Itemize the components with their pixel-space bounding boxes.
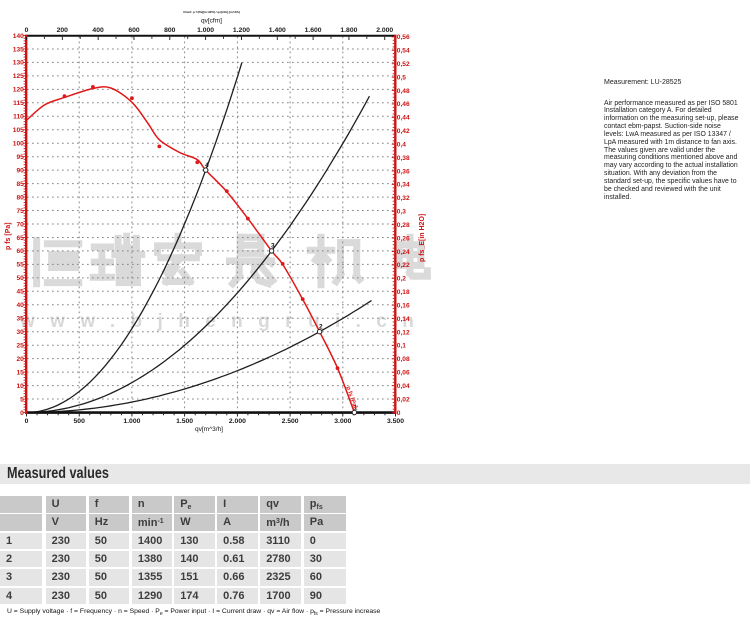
svg-text:p fs [Pa]: p fs [Pa] bbox=[5, 222, 12, 250]
svg-text:95: 95 bbox=[16, 154, 24, 161]
svg-text:0,48: 0,48 bbox=[397, 88, 410, 95]
svg-text:0,38: 0,38 bbox=[397, 155, 410, 162]
svg-text:1.600: 1.600 bbox=[305, 27, 322, 34]
svg-text:120: 120 bbox=[13, 87, 24, 94]
svg-text:0,46: 0,46 bbox=[397, 101, 410, 108]
svg-text:0,28: 0,28 bbox=[397, 222, 410, 229]
svg-text:0,18: 0,18 bbox=[397, 289, 410, 296]
svg-text:10: 10 bbox=[16, 383, 24, 390]
svg-text:0,4: 0,4 bbox=[397, 142, 406, 149]
svg-text:500: 500 bbox=[74, 418, 86, 425]
svg-text:1.200: 1.200 bbox=[233, 27, 250, 34]
svg-text:60: 60 bbox=[16, 248, 24, 255]
svg-text:70: 70 bbox=[16, 221, 24, 228]
svg-text:2: 2 bbox=[319, 324, 323, 331]
svg-text:4: 4 bbox=[205, 162, 209, 169]
svg-text:35: 35 bbox=[16, 316, 24, 323]
svg-text:www.bjhengrui.cn: www.bjhengrui.cn bbox=[19, 311, 429, 332]
svg-text:0,42: 0,42 bbox=[397, 128, 410, 135]
svg-text:p fs_E[in H2O]: p fs_E[in H2O] bbox=[419, 214, 426, 262]
svg-text:0,52: 0,52 bbox=[397, 61, 410, 68]
svg-text:0,14: 0,14 bbox=[397, 316, 410, 323]
svg-text:0,02: 0,02 bbox=[397, 396, 410, 403]
svg-text:130: 130 bbox=[13, 60, 24, 67]
svg-text:0,56: 0,56 bbox=[397, 34, 410, 41]
svg-text:0,22: 0,22 bbox=[397, 262, 410, 269]
svg-text:0: 0 bbox=[20, 410, 24, 417]
svg-text:0,2: 0,2 bbox=[397, 276, 406, 283]
svg-text:55: 55 bbox=[16, 262, 24, 269]
svg-text:30: 30 bbox=[16, 329, 24, 336]
svg-text:qv[cfm]: qv[cfm] bbox=[201, 18, 222, 25]
svg-text:2.000: 2.000 bbox=[229, 418, 246, 425]
svg-text:1.000: 1.000 bbox=[123, 418, 140, 425]
svg-text:75: 75 bbox=[16, 208, 24, 215]
svg-text:65: 65 bbox=[16, 235, 24, 242]
svg-text:Chart: p f (Pa)[in H2O] / qv[c: Chart: p f (Pa)[in H2O] / qv[cfm],[m^3/h… bbox=[183, 10, 239, 14]
svg-text:125: 125 bbox=[13, 73, 24, 80]
svg-text:3.000: 3.000 bbox=[334, 418, 351, 425]
svg-text:20: 20 bbox=[16, 356, 24, 363]
svg-text:3: 3 bbox=[271, 243, 275, 250]
svg-text:0: 0 bbox=[25, 27, 29, 34]
svg-text:100: 100 bbox=[13, 141, 24, 148]
svg-text:40: 40 bbox=[16, 302, 24, 309]
svg-text:0,1: 0,1 bbox=[397, 343, 406, 350]
svg-text:0,34: 0,34 bbox=[397, 182, 410, 189]
svg-text:0,5: 0,5 bbox=[397, 74, 406, 81]
svg-text:50: 50 bbox=[16, 275, 24, 282]
svg-text:1.800: 1.800 bbox=[340, 27, 357, 34]
svg-text:0: 0 bbox=[397, 410, 401, 417]
svg-text:2.000: 2.000 bbox=[376, 27, 393, 34]
svg-text:15: 15 bbox=[16, 369, 24, 376]
svg-text:0,04: 0,04 bbox=[397, 383, 410, 390]
svg-text:0: 0 bbox=[25, 418, 29, 425]
svg-text:1.500: 1.500 bbox=[176, 418, 193, 425]
svg-text:1.000: 1.000 bbox=[197, 27, 214, 34]
svg-text:0,32: 0,32 bbox=[397, 195, 410, 202]
svg-text:0,12: 0,12 bbox=[397, 329, 410, 336]
svg-text:2.500: 2.500 bbox=[282, 418, 299, 425]
svg-text:0,26: 0,26 bbox=[397, 235, 410, 242]
svg-text:25: 25 bbox=[16, 343, 24, 350]
svg-text:600: 600 bbox=[128, 27, 140, 34]
svg-text:0,06: 0,06 bbox=[397, 370, 410, 377]
svg-text:0,3: 0,3 bbox=[397, 209, 406, 216]
svg-text:800: 800 bbox=[164, 27, 176, 34]
svg-text:140: 140 bbox=[13, 33, 24, 40]
svg-text:115: 115 bbox=[13, 100, 24, 107]
svg-text:90: 90 bbox=[16, 167, 24, 174]
svg-text:105: 105 bbox=[13, 127, 24, 134]
svg-text:0,44: 0,44 bbox=[397, 115, 410, 122]
svg-text:1.400: 1.400 bbox=[269, 27, 286, 34]
svg-text:400: 400 bbox=[92, 27, 104, 34]
svg-text:0,36: 0,36 bbox=[397, 168, 410, 175]
svg-text:135: 135 bbox=[13, 46, 24, 53]
svg-text:3.500: 3.500 bbox=[387, 418, 404, 425]
svg-text:110: 110 bbox=[13, 114, 24, 121]
svg-text:qv[m^3/h]: qv[m^3/h] bbox=[195, 426, 223, 433]
svg-text:5: 5 bbox=[20, 396, 24, 403]
svg-text:0,16: 0,16 bbox=[397, 303, 410, 310]
svg-text:45: 45 bbox=[16, 289, 24, 296]
svg-text:0,54: 0,54 bbox=[397, 48, 410, 55]
svg-text:0,24: 0,24 bbox=[397, 249, 410, 256]
svg-text:1: 1 bbox=[354, 404, 358, 411]
svg-text:0,08: 0,08 bbox=[397, 356, 410, 363]
svg-text:200: 200 bbox=[57, 27, 69, 34]
svg-text:p fs [Pa]: p fs [Pa] bbox=[345, 386, 358, 410]
svg-text:80: 80 bbox=[16, 194, 24, 201]
svg-text:85: 85 bbox=[16, 181, 24, 188]
